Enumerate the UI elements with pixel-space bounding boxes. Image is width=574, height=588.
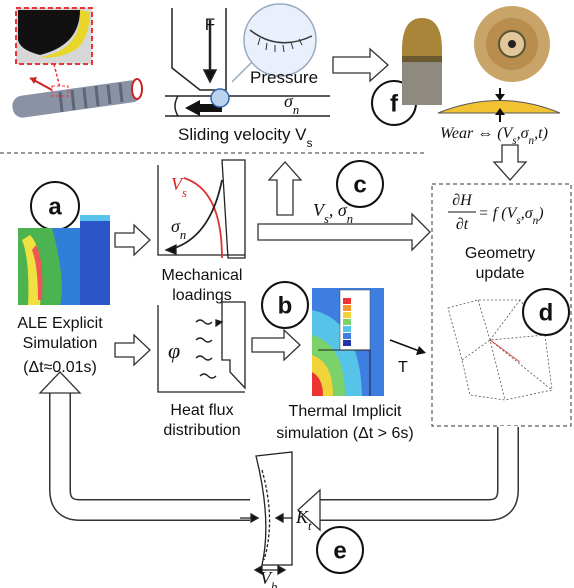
text-part: ) — [537, 205, 543, 222]
step-label: e — [333, 538, 346, 565]
arrow — [115, 335, 150, 365]
arrow — [494, 145, 526, 180]
caption: distribution — [163, 422, 240, 439]
text-part: ,t) — [534, 125, 548, 142]
step-label: f — [390, 91, 399, 118]
formula-numerator: ∂H — [452, 192, 473, 209]
caption: simulation (Δt > 6s) — [276, 425, 413, 442]
arrow — [252, 330, 300, 360]
step-label: a — [48, 194, 62, 221]
heat-symbol: φ — [168, 338, 180, 363]
caption: update — [476, 265, 525, 282]
diagram: F Pressure σn Sliding velocity Vs f Wear… — [0, 0, 574, 588]
caption: Heat flux — [170, 402, 233, 419]
temperature-label: T — [398, 359, 408, 376]
contact-sketch — [165, 4, 330, 116]
text-part: K — [295, 507, 309, 527]
subscript: n — [293, 103, 299, 117]
caption: Mechanical — [162, 267, 243, 284]
formula-denominator: ∂t — [456, 216, 469, 233]
velocity-symbol: Vb — [260, 568, 277, 588]
subscript: s — [182, 186, 187, 200]
text-part: Wear ⇔ (V — [440, 125, 515, 142]
arrow — [390, 340, 422, 352]
text-part: , σ — [329, 200, 348, 220]
text-part: Sliding velocity V — [178, 125, 307, 144]
subscript: t — [308, 519, 312, 533]
arrow — [333, 49, 388, 81]
subscript: b — [271, 580, 277, 588]
text-part: = f (V — [478, 205, 519, 222]
ale-image — [18, 215, 110, 305]
arrowhead — [416, 346, 426, 355]
wear-images — [402, 6, 560, 122]
screw-image — [11, 8, 143, 119]
caption: Thermal Implicit — [289, 403, 402, 420]
force-label: F — [205, 15, 215, 34]
pressure-label: Pressure — [250, 68, 318, 87]
caption: ALE Explicit — [17, 315, 103, 332]
subscript: n — [180, 228, 186, 242]
caption: Geometry — [465, 245, 535, 262]
sliding-velocity-label: Sliding velocity Vs — [178, 125, 313, 150]
step-label: c — [353, 172, 366, 199]
thermal-image — [312, 288, 384, 396]
wear-relation: Wear ⇔ (Vs,σn,t) — [440, 125, 548, 147]
stress-symbol: σn — [171, 216, 186, 242]
subscript: s — [307, 136, 313, 150]
step-label: d — [539, 300, 554, 327]
caption: Simulation — [23, 335, 98, 352]
formula-rhs: = f (Vs,σn) — [478, 205, 544, 227]
pressure-symbol: σn — [284, 91, 299, 117]
arrow — [269, 162, 301, 215]
step-label: b — [278, 293, 293, 320]
arrow — [115, 225, 150, 255]
